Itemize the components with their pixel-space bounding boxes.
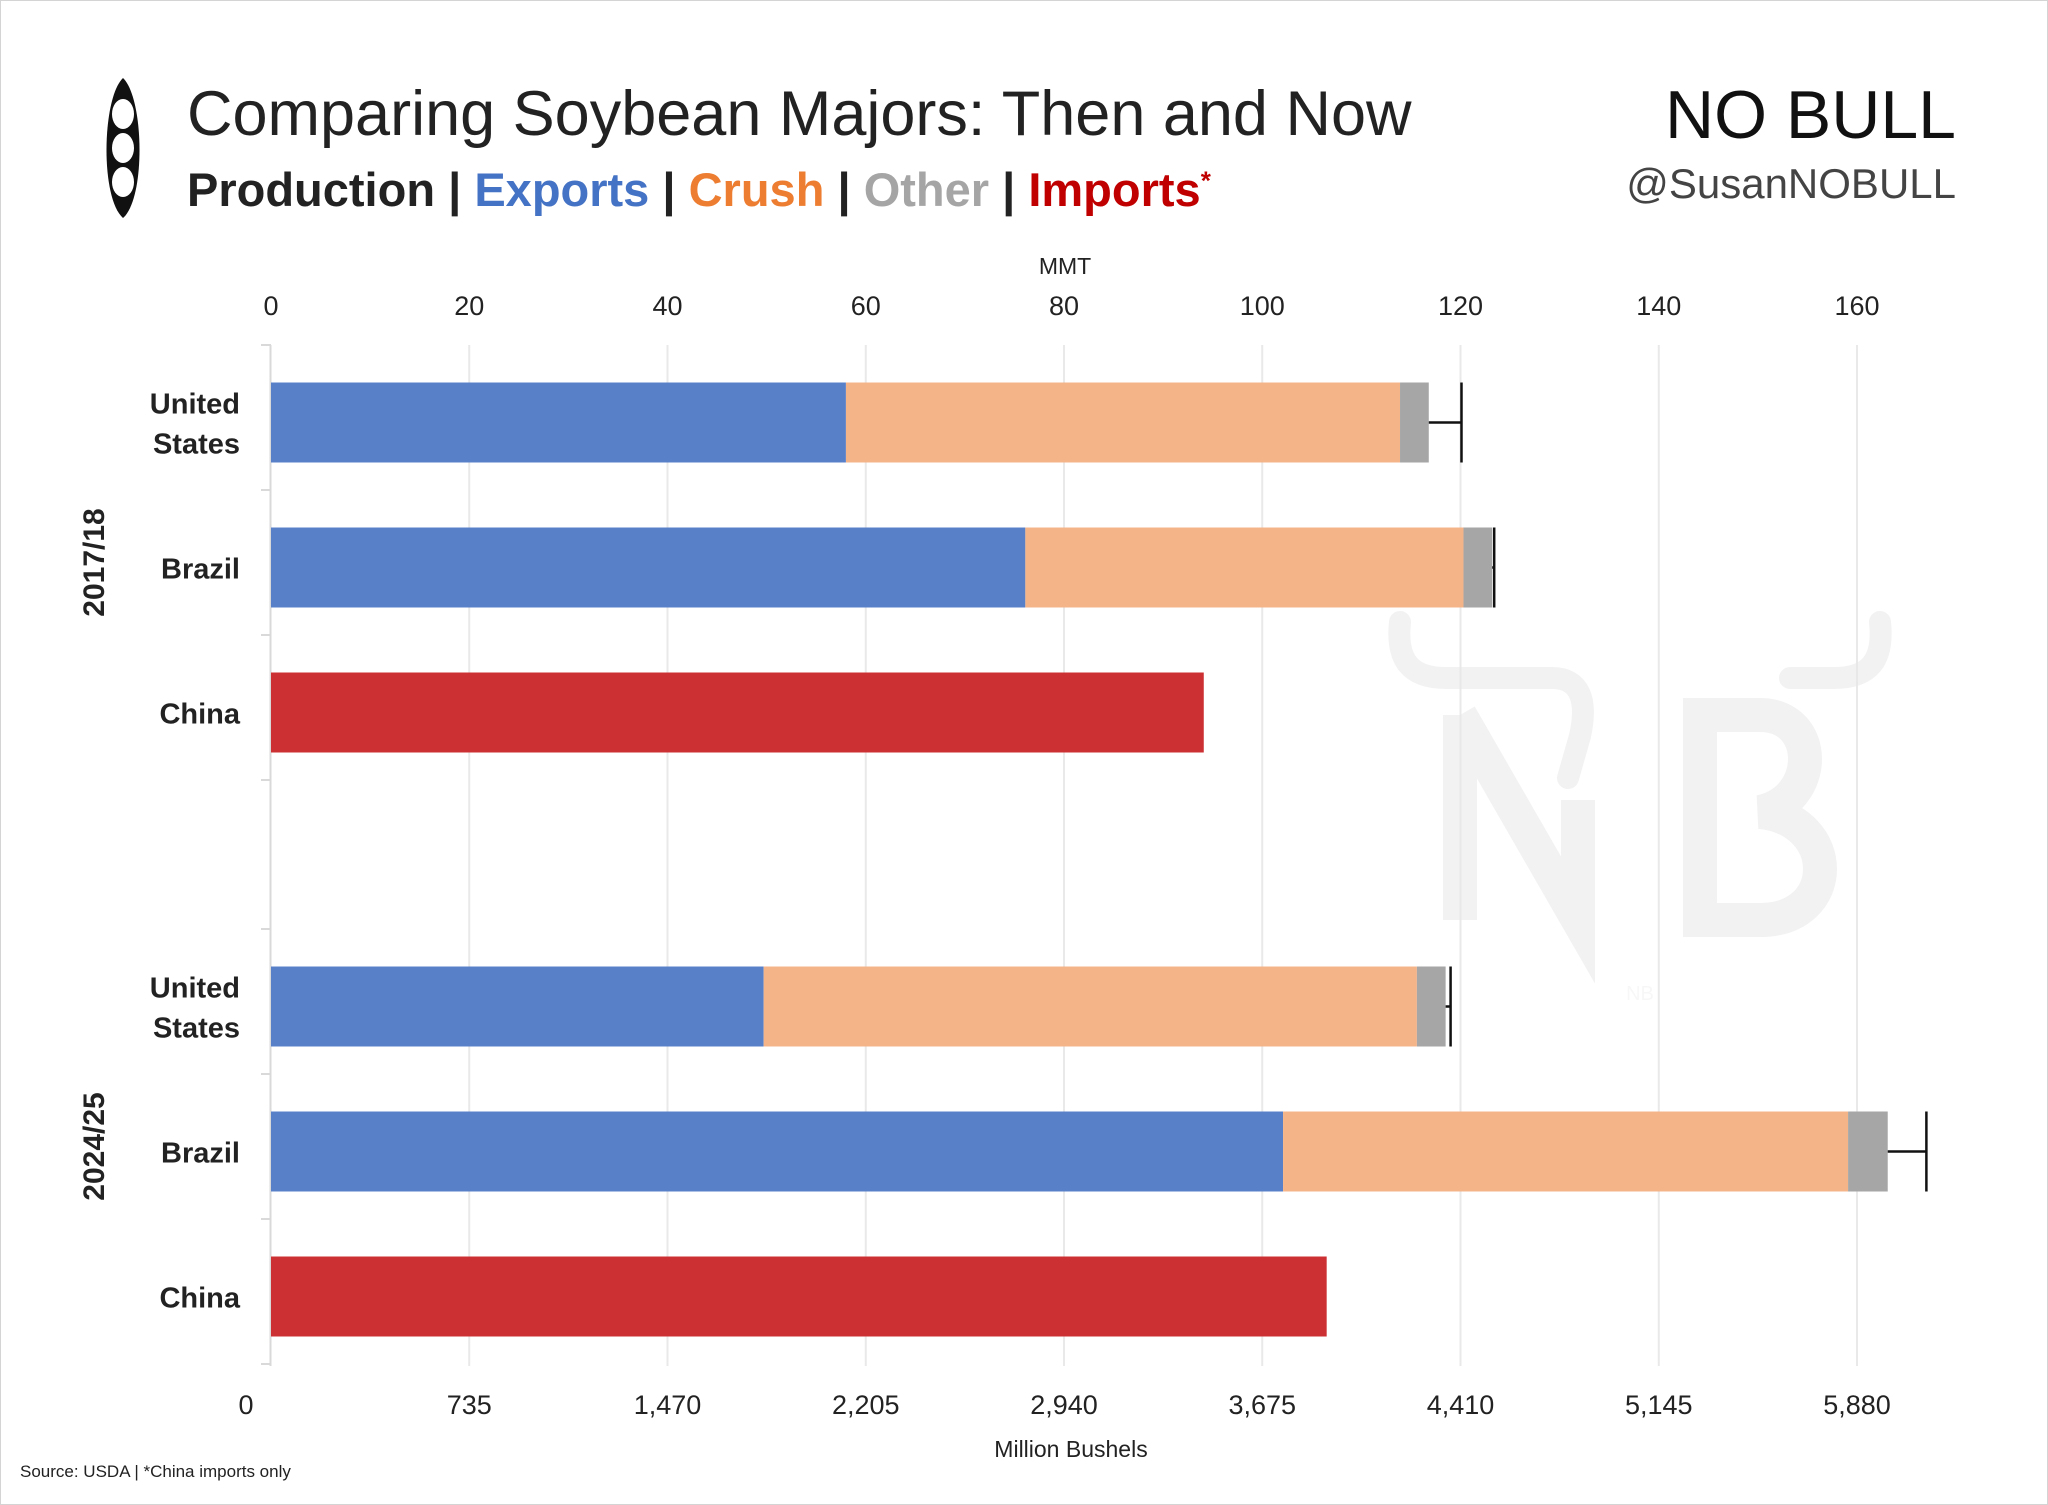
top-tick-label: 0 bbox=[263, 291, 278, 321]
bottom-tick-label: 0 bbox=[238, 1390, 253, 1420]
group-label: 2017/18 bbox=[78, 508, 111, 616]
legend-imports-asterisk: * bbox=[1200, 165, 1211, 196]
top-tick-label: 20 bbox=[454, 291, 484, 321]
legend-subtitle: Production | Exports | Crush | Other | I… bbox=[187, 162, 1211, 217]
legend-other: Other bbox=[863, 163, 990, 216]
category-label: States bbox=[153, 1013, 240, 1045]
bottom-tick-label: 5,880 bbox=[1823, 1390, 1891, 1420]
legend-crush: Crush bbox=[688, 163, 825, 216]
category-label: China bbox=[159, 1283, 240, 1315]
category-label: China bbox=[159, 699, 240, 731]
bar-exports bbox=[271, 382, 846, 463]
legend-imports: Imports* bbox=[1028, 163, 1210, 216]
category-label: Brazil bbox=[161, 554, 240, 586]
bottom-tick-label: 2,205 bbox=[832, 1390, 900, 1420]
top-tick-label: 140 bbox=[1636, 291, 1681, 321]
legend-production: Production bbox=[187, 163, 436, 216]
soybean-pod-icon bbox=[106, 78, 140, 218]
category-label: United bbox=[150, 973, 240, 1005]
top-tick-label: 60 bbox=[851, 291, 881, 321]
bar-exports bbox=[271, 966, 764, 1047]
legend-separator: | bbox=[448, 163, 462, 216]
category-label: United bbox=[150, 389, 240, 421]
legend-exports: Exports bbox=[474, 163, 650, 216]
legend-imports-label: Imports bbox=[1028, 163, 1201, 216]
bar-imports bbox=[271, 672, 1204, 753]
bar-exports bbox=[271, 1111, 1284, 1192]
top-tick-label: 80 bbox=[1049, 291, 1079, 321]
source-note: Source: USDA | *China imports only bbox=[20, 1462, 291, 1481]
bar-exports bbox=[271, 527, 1026, 608]
bottom-tick-label: 4,410 bbox=[1427, 1390, 1495, 1420]
legend-separator: | bbox=[1002, 163, 1016, 216]
category-label: States bbox=[153, 429, 240, 461]
top-tick-label: 100 bbox=[1240, 291, 1285, 321]
bar-crush bbox=[845, 382, 1401, 463]
twitter-handle: @SusanNOBULL bbox=[1626, 160, 1956, 207]
group-label: 2024/25 bbox=[78, 1092, 111, 1200]
bar-crush bbox=[763, 966, 1417, 1047]
bottom-tick-label: 3,675 bbox=[1228, 1390, 1296, 1420]
bottom-axis-label: Million Bushels bbox=[994, 1436, 1147, 1462]
nb-watermark: NB bbox=[1388, 611, 1892, 1005]
bar-crush bbox=[1283, 1111, 1849, 1192]
watermark-text: NB bbox=[1626, 983, 1654, 1005]
bar-crush bbox=[1025, 527, 1464, 608]
bar-imports bbox=[271, 1256, 1327, 1337]
top-tick-label: 160 bbox=[1834, 291, 1879, 321]
bottom-tick-label: 1,470 bbox=[634, 1390, 702, 1420]
bar-other bbox=[1848, 1111, 1888, 1192]
bar-other bbox=[1463, 527, 1493, 608]
bottom-tick-label: 2,940 bbox=[1030, 1390, 1098, 1420]
chart-title: Comparing Soybean Majors: Then and Now bbox=[187, 79, 1412, 149]
top-tick-label: 120 bbox=[1438, 291, 1483, 321]
top-tick-label: 40 bbox=[652, 291, 682, 321]
bar-other bbox=[1416, 966, 1446, 1047]
bottom-tick-label: 5,145 bbox=[1625, 1390, 1693, 1420]
nobull-logo: NO BULL bbox=[1665, 77, 1956, 153]
category-label: Brazil bbox=[161, 1138, 240, 1170]
bar-other bbox=[1400, 382, 1429, 463]
legend-separator: | bbox=[837, 163, 851, 216]
legend-separator: | bbox=[662, 163, 676, 216]
bottom-tick-label: 735 bbox=[447, 1390, 492, 1420]
top-axis-label: MMT bbox=[1039, 253, 1091, 279]
